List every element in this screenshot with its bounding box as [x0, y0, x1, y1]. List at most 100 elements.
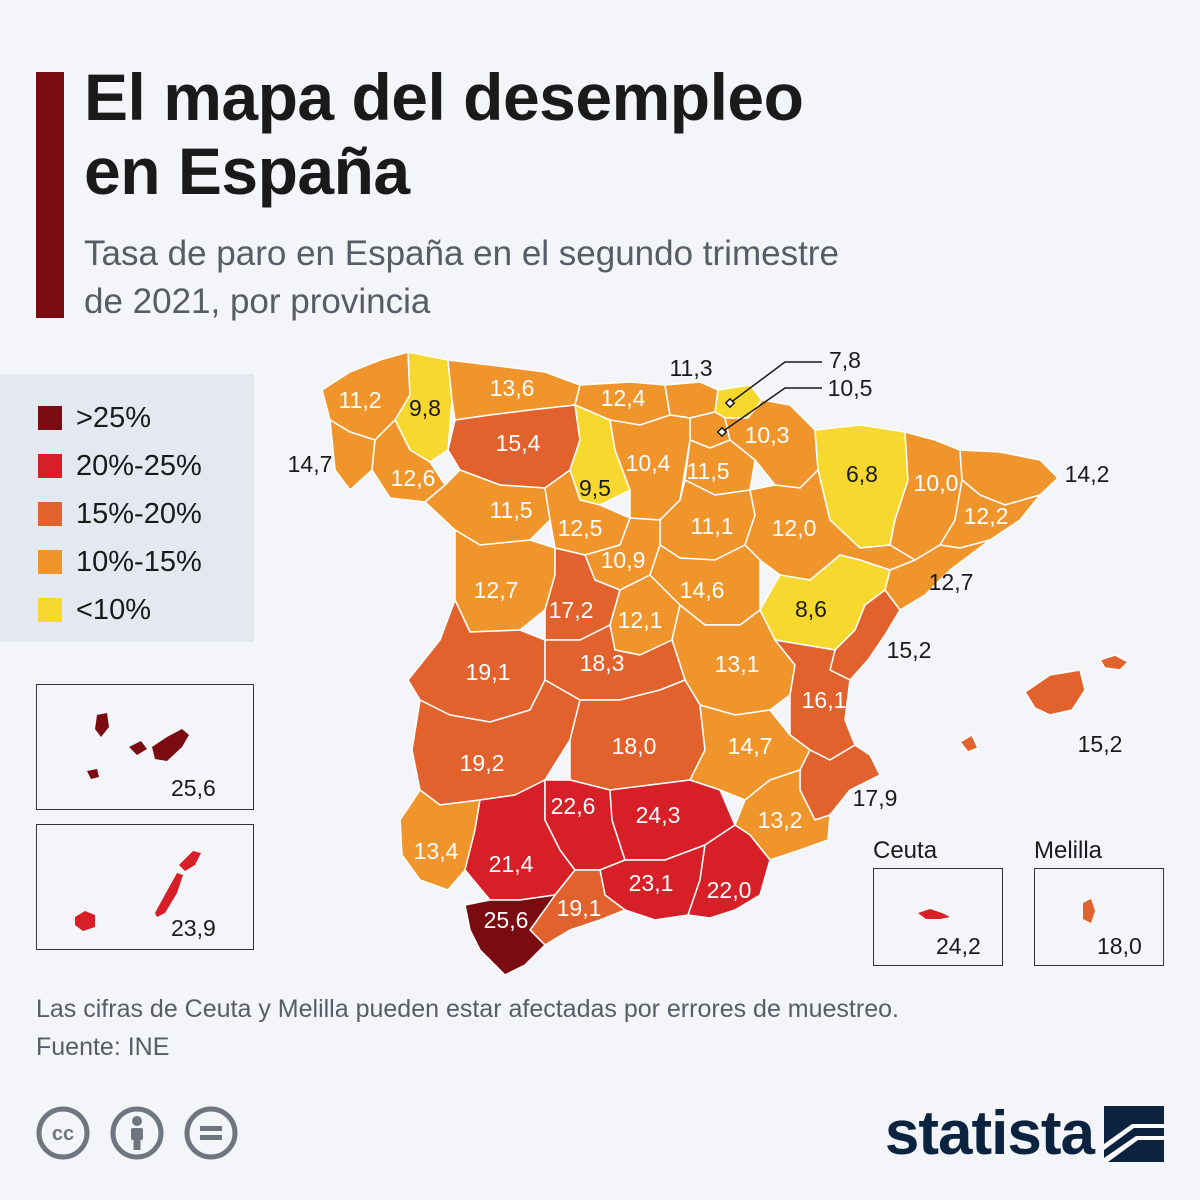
- label-leon: 15,4: [496, 430, 541, 456]
- province-almeria: [687, 824, 771, 919]
- label-guadalajara: 14,6: [680, 577, 725, 603]
- label-barcelona: 12,2: [964, 503, 1009, 529]
- label-sevilla: 21,4: [489, 851, 534, 877]
- inset-value-las-palmas: 23,9: [171, 915, 216, 941]
- label-badajoz: 19,2: [460, 750, 505, 776]
- island-lanzarote: [179, 851, 201, 871]
- province-guadalajara: [649, 544, 761, 626]
- callout-marker: [724, 397, 736, 409]
- source-line: Fuente: INE: [36, 1033, 170, 1061]
- label-navarra: 10,3: [745, 422, 790, 448]
- legend-swatch: [38, 502, 62, 526]
- label-valencia: 16,1: [802, 687, 847, 713]
- province-baleares-mallorca: [1024, 669, 1086, 716]
- label-ciudad-real: 18,0: [612, 733, 657, 759]
- legend-item-15-20: 15%-20%: [38, 496, 202, 532]
- label-malaga: 19,1: [557, 895, 602, 921]
- label-albacete: 14,7: [728, 733, 773, 759]
- label-la-rioja: 11,5: [686, 458, 729, 484]
- label-castellon: 15,2: [887, 637, 932, 663]
- no-derivatives-icon[interactable]: [184, 1106, 238, 1160]
- inset-title-melilla: Melilla: [1034, 837, 1103, 864]
- label-madrid: 12,1: [618, 607, 663, 633]
- label-avila: 17,2: [549, 597, 594, 623]
- legend-swatch: [38, 406, 62, 430]
- label-valladolid: 12,5: [558, 515, 603, 541]
- label-bizkaia: 11,3: [669, 355, 712, 381]
- island-la-palma: [95, 713, 109, 737]
- legend-swatch: [38, 550, 62, 574]
- melilla-shape: [1083, 899, 1095, 923]
- province-baleares-menorca: [1099, 654, 1129, 671]
- island-la-gomera: [129, 741, 147, 755]
- label-zamora: 11,5: [489, 497, 532, 523]
- label-palencia: 9,5: [579, 475, 611, 501]
- label-tarragona: 12,7: [929, 569, 974, 595]
- svg-text:cc: cc: [52, 1123, 74, 1145]
- island-tenerife: [152, 729, 189, 761]
- label-toledo: 18,3: [580, 650, 625, 676]
- label-baleares: 15,2: [1078, 731, 1123, 757]
- inset-santa-cruz-tenerife: 25,6: [36, 684, 254, 810]
- footnote: Las cifras de Ceuta y Melilla pueden est…: [36, 990, 899, 1066]
- label-zaragoza: 12,0: [772, 515, 817, 541]
- label-caceres: 19,1: [466, 659, 511, 685]
- legend-item-over-25: >25%: [38, 400, 151, 436]
- label-alicante: 17,9: [853, 785, 898, 811]
- ceuta-shape: [918, 909, 950, 919]
- legend-item-10-15: 10%-15%: [38, 544, 202, 580]
- island-fuerteventura: [155, 873, 183, 917]
- province-labels: 14,7 9,8 11,2 12,6 13,6 12,4 15,4 9,5 10…: [288, 347, 1123, 933]
- label-lleida: 10,0: [914, 470, 959, 496]
- santa-cruz-tenerife-islands: [87, 713, 189, 779]
- inset-ceuta: 24,2: [873, 868, 1003, 966]
- statista-wordmark: statista: [884, 1099, 1095, 1168]
- province-burgos: [609, 414, 691, 521]
- label-murcia: 13,2: [758, 807, 803, 833]
- label-salamanca: 12,7: [474, 577, 519, 603]
- label-huelva: 13,4: [414, 838, 459, 864]
- label-huesca: 6,8: [846, 461, 878, 487]
- label-gipuzkoa: 10,5: [828, 375, 873, 401]
- title-accent-bar: [36, 72, 64, 318]
- label-ourense: 12,6: [391, 465, 436, 491]
- label-burgos: 10,4: [626, 450, 671, 476]
- callout-marker: [716, 426, 728, 438]
- province-baleares-ibiza: [959, 734, 979, 753]
- label-soria: 11,1: [690, 513, 733, 539]
- ceuta-territory: [918, 909, 950, 919]
- province-huelva: [399, 789, 481, 891]
- province-zaragoza: [744, 469, 916, 581]
- inset-las-palmas: 23,9: [36, 824, 254, 950]
- melilla-territory: [1083, 899, 1095, 923]
- island-gran-canaria: [75, 911, 95, 931]
- license-icons: cc: [36, 1106, 238, 1160]
- label-cadiz: 25,6: [484, 907, 529, 933]
- label-granada: 23,1: [629, 870, 674, 896]
- inset-value-melilla: 18,0: [1097, 933, 1142, 959]
- legend-item-20-25: 20%-25%: [38, 448, 202, 484]
- page-title: El mapa del desempleo en España: [84, 60, 804, 208]
- island-el-hierro: [87, 769, 99, 779]
- label-girona: 14,2: [1065, 461, 1110, 487]
- label-a-coruna: 14,7: [288, 451, 333, 477]
- label-almeria: 22,0: [707, 877, 752, 903]
- callout-lines: [721, 361, 822, 433]
- legend-swatch: [38, 598, 62, 622]
- statista-logo[interactable]: statista: [885, 1098, 1164, 1169]
- statista-logo-icon: [1104, 1105, 1164, 1162]
- label-asturias: 13,6: [490, 375, 535, 401]
- label-pontevedra: 11,2: [338, 387, 381, 413]
- label-jaen: 24,3: [636, 802, 681, 828]
- footnote-note: Las cifras de Ceuta y Melilla pueden est…: [36, 995, 899, 1023]
- label-araba: 7,8: [829, 347, 861, 373]
- label-lugo: 9,8: [409, 395, 441, 421]
- legend-swatch: [38, 454, 62, 478]
- label-cantabria: 12,4: [601, 385, 646, 411]
- label-cordoba: 22,6: [551, 793, 596, 819]
- label-cuenca: 13,1: [715, 651, 760, 677]
- attribution-icon[interactable]: [110, 1106, 164, 1160]
- cc-icon[interactable]: cc: [36, 1106, 90, 1160]
- province-barcelona: [939, 479, 1041, 549]
